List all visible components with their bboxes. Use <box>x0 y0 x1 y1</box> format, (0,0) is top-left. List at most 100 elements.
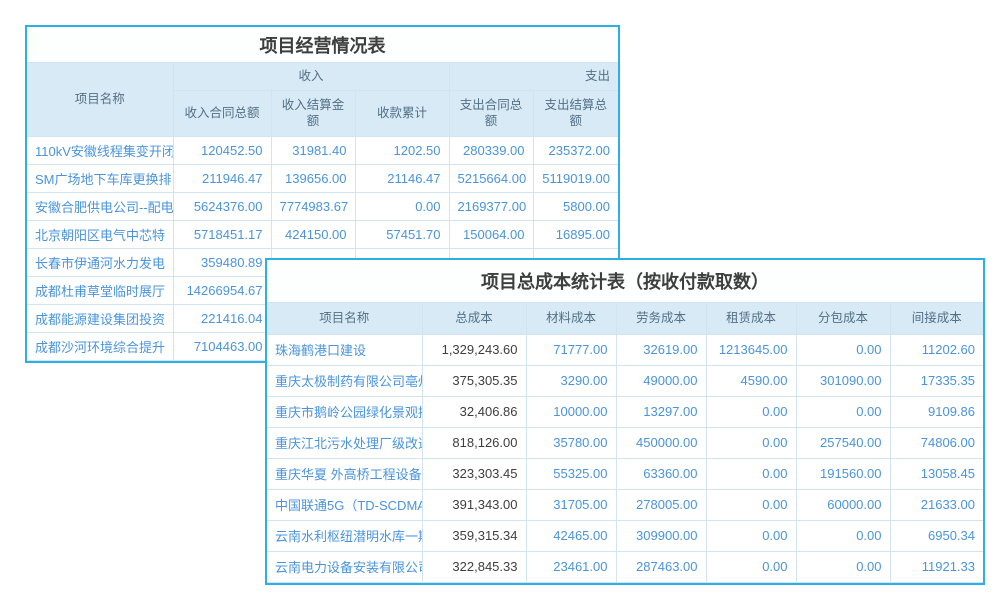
cell-indirect-cost: 6950.34 <box>890 520 983 552</box>
cell-subcontract-cost: 60000.00 <box>796 489 891 521</box>
column-header-receipts-cumulative: 收款累计 <box>355 90 450 137</box>
cell-subcontract-cost: 0.00 <box>796 334 891 366</box>
column-header-expense-settlement-total: 支出结算总额 <box>533 90 618 137</box>
operations-table-title: 项目经营情况表 <box>27 27 618 63</box>
project-cost-summary-table-card: 项目总成本统计表（按收付款取数） 项目名称 总成本 材料成本 劳务成本 租赁成本… <box>265 258 985 585</box>
cell-receipts: 0.00 <box>355 192 450 221</box>
column-header-indirect-cost: 间接成本 <box>890 303 983 335</box>
cell-expense-settlement: 5800.00 <box>533 192 618 221</box>
column-header-expense-contract-total: 支出合同总额 <box>449 90 534 137</box>
cell-total-cost: 323,303.45 <box>422 458 527 490</box>
cell-receipts: 57451.70 <box>355 220 450 249</box>
cell-project-name: 长春市伊通河水力发电 <box>27 248 174 277</box>
cell-rental-cost: 0.00 <box>706 458 797 490</box>
cell-income-settlement: 424150.00 <box>271 220 356 249</box>
table-row: 重庆市鹅岭公园绿化景观提 32,406.86 10000.00 13297.00… <box>267 396 983 428</box>
cell-material-cost: 23461.00 <box>526 551 617 583</box>
cell-indirect-cost: 11202.60 <box>890 334 983 366</box>
table-row: 北京朝阳区电气中芯特 5718451.17 424150.00 57451.70… <box>27 220 618 249</box>
cell-indirect-cost: 9109.86 <box>890 396 983 428</box>
cell-subcontract-cost: 257540.00 <box>796 427 891 459</box>
column-header-labor-cost: 劳务成本 <box>616 303 707 335</box>
cell-expense-contract: 5215664.00 <box>449 164 534 193</box>
cell-indirect-cost: 13058.45 <box>890 458 983 490</box>
cell-project-name: 成都沙河环境综合提升 <box>27 332 174 361</box>
cell-income-contract: 5718451.17 <box>173 220 272 249</box>
table-row: 云南水利枢纽潜明水库一期 359,315.34 42465.00 309900.… <box>267 520 983 552</box>
cell-rental-cost: 0.00 <box>706 551 797 583</box>
cell-project-name: 珠海鹤港口建设 <box>267 334 423 366</box>
cell-rental-cost: 0.00 <box>706 520 797 552</box>
column-header-project-name: 项目名称 <box>27 63 174 137</box>
cell-total-cost: 375,305.35 <box>422 365 527 397</box>
cell-project-name: 成都杜甫草堂临时展厅 <box>27 276 174 305</box>
column-group-income: 收入 <box>173 63 450 91</box>
cell-labor-cost: 63360.00 <box>616 458 707 490</box>
cell-project-name: 重庆华夏 外高桥工程设备 <box>267 458 423 490</box>
cell-total-cost: 32,406.86 <box>422 396 527 428</box>
cell-labor-cost: 309900.00 <box>616 520 707 552</box>
cell-income-settlement: 139656.00 <box>271 164 356 193</box>
cell-material-cost: 71777.00 <box>526 334 617 366</box>
table-row: 珠海鹤港口建设 1,329,243.60 71777.00 32619.00 1… <box>267 334 983 366</box>
table-row: 110kV安徽线程集变开闭 120452.50 31981.40 1202.50… <box>27 136 618 165</box>
cell-material-cost: 55325.00 <box>526 458 617 490</box>
cell-labor-cost: 450000.00 <box>616 427 707 459</box>
cell-project-name: 重庆太极制药有限公司亳州 <box>267 365 423 397</box>
cell-receipts: 21146.47 <box>355 164 450 193</box>
cell-subcontract-cost: 0.00 <box>796 396 891 428</box>
table-row: 重庆太极制药有限公司亳州 375,305.35 3290.00 49000.00… <box>267 365 983 397</box>
cell-rental-cost: 4590.00 <box>706 365 797 397</box>
cell-labor-cost: 13297.00 <box>616 396 707 428</box>
cell-income-contract: 211946.47 <box>173 164 272 193</box>
cell-expense-settlement: 5119019.00 <box>533 164 618 193</box>
cell-receipts: 1202.50 <box>355 136 450 165</box>
cell-material-cost: 35780.00 <box>526 427 617 459</box>
cell-labor-cost: 49000.00 <box>616 365 707 397</box>
cell-total-cost: 391,343.00 <box>422 489 527 521</box>
cell-income-settlement: 7774983.67 <box>271 192 356 221</box>
cell-total-cost: 1,329,243.60 <box>422 334 527 366</box>
cost-header-row: 项目名称 总成本 材料成本 劳务成本 租赁成本 分包成本 间接成本 <box>267 303 983 335</box>
cell-material-cost: 42465.00 <box>526 520 617 552</box>
column-header-total-cost: 总成本 <box>422 303 527 335</box>
cell-expense-contract: 280339.00 <box>449 136 534 165</box>
cell-material-cost: 3290.00 <box>526 365 617 397</box>
cell-income-contract: 14266954.67 <box>173 276 272 305</box>
cell-material-cost: 31705.00 <box>526 489 617 521</box>
column-header-rental-cost: 租赁成本 <box>706 303 797 335</box>
column-header-income-contract-total: 收入合同总额 <box>173 90 272 137</box>
cell-subcontract-cost: 191560.00 <box>796 458 891 490</box>
cell-project-name: 中国联通5G（TD-SCDMA） <box>267 489 423 521</box>
cell-project-name: 云南电力设备安装有限公司 <box>267 551 423 583</box>
cell-total-cost: 322,845.33 <box>422 551 527 583</box>
table-row: 中国联通5G（TD-SCDMA） 391,343.00 31705.00 278… <box>267 489 983 521</box>
cell-income-contract: 359480.89 <box>173 248 272 277</box>
cell-total-cost: 359,315.34 <box>422 520 527 552</box>
cell-income-contract: 120452.50 <box>173 136 272 165</box>
cell-rental-cost: 0.00 <box>706 427 797 459</box>
cell-project-name: 重庆市鹅岭公园绿化景观提 <box>267 396 423 428</box>
table-row: 重庆江北污水处理厂级改造 818,126.00 35780.00 450000.… <box>267 427 983 459</box>
cell-project-name: 成都能源建设集团投资 <box>27 304 174 333</box>
cell-expense-contract: 2169377.00 <box>449 192 534 221</box>
table-row: 重庆华夏 外高桥工程设备 323,303.45 55325.00 63360.0… <box>267 458 983 490</box>
cell-indirect-cost: 17335.35 <box>890 365 983 397</box>
cell-rental-cost: 0.00 <box>706 489 797 521</box>
cell-project-name: 云南水利枢纽潜明水库一期 <box>267 520 423 552</box>
cell-labor-cost: 287463.00 <box>616 551 707 583</box>
table-row: 云南电力设备安装有限公司 322,845.33 23461.00 287463.… <box>267 551 983 583</box>
cell-total-cost: 818,126.00 <box>422 427 527 459</box>
cell-rental-cost: 0.00 <box>706 396 797 428</box>
cell-indirect-cost: 74806.00 <box>890 427 983 459</box>
cell-project-name: 安徽合肥供电公司--配电 <box>27 192 174 221</box>
cell-project-name: 北京朝阳区电气中芯特 <box>27 220 174 249</box>
column-header-material-cost: 材料成本 <box>526 303 617 335</box>
cell-material-cost: 10000.00 <box>526 396 617 428</box>
cell-income-contract: 221416.04 <box>173 304 272 333</box>
cell-subcontract-cost: 0.00 <box>796 520 891 552</box>
cell-subcontract-cost: 0.00 <box>796 551 891 583</box>
column-header-subcontract-cost: 分包成本 <box>796 303 891 335</box>
table-row: SM广场地下车库更换排 211946.47 139656.00 21146.47… <box>27 164 618 193</box>
operations-header-sub-row: 收入合同总额 收入结算金额 收款累计 支出合同总额 支出结算总额 <box>27 90 618 137</box>
